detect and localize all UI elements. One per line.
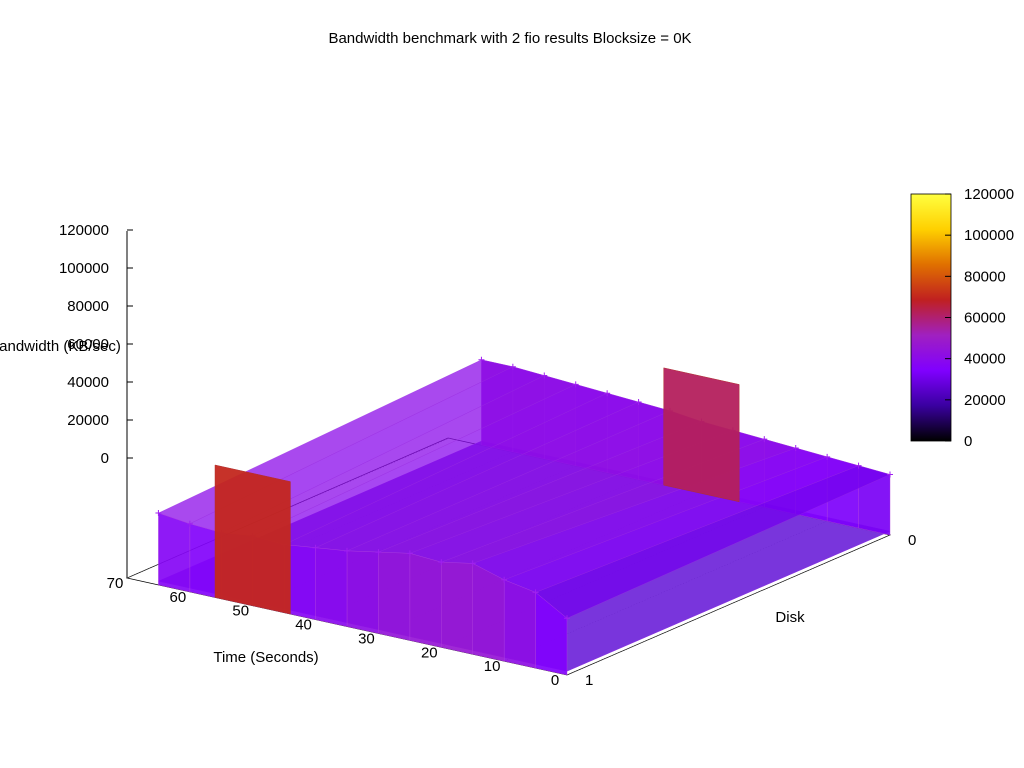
surface-wall-segment (346, 550, 379, 634)
surface-wall-segment (378, 551, 411, 641)
data-point-marker (792, 445, 799, 452)
data-point-marker (406, 550, 413, 557)
colorbar-tick-label: 80000 (964, 268, 1006, 285)
x-tick-label: 60 (170, 589, 187, 606)
z-tick-label: 80000 (67, 298, 109, 315)
z-axis-ticks: 0 20000 40000 60000 80000 100000 120000 (59, 222, 133, 467)
surface-wall-segment (441, 561, 473, 655)
surface-peak (663, 367, 740, 503)
x-tick-label: 50 (232, 603, 249, 620)
z-tick-label: 60000 (67, 336, 109, 353)
x-axis-label: Time (Seconds) (213, 649, 318, 666)
data-point-marker (532, 589, 539, 596)
z-tick-label: 40000 (67, 374, 109, 391)
data-point-marker (501, 576, 508, 583)
data-point-marker (478, 356, 485, 363)
data-point-marker (761, 436, 768, 443)
x-tick-label: 70 (107, 575, 124, 592)
data-point-marker (438, 559, 445, 566)
x-tick-label: 40 (295, 617, 312, 634)
colorbar-ticks: 0 20000 40000 60000 80000 100000 120000 (945, 186, 1014, 450)
data-point-marker (155, 510, 162, 517)
data-point-marker (855, 462, 862, 469)
data-point-marker (469, 560, 476, 567)
data-point-marker (541, 372, 548, 379)
y-axis-label: Disk (775, 609, 805, 626)
colorbar-tick-label: 20000 (964, 392, 1006, 409)
z-tick-label: 120000 (59, 222, 109, 239)
y-tick-label: 0 (908, 532, 916, 549)
colorbar-gradient (910, 193, 952, 442)
data-point-marker (186, 520, 193, 527)
data-point-marker (824, 453, 831, 460)
colorbar-tick-label: 0 (964, 433, 972, 450)
z-axis-label: Bandwidth (KB/sec) (0, 338, 121, 355)
data-point-marker (572, 381, 579, 388)
colorbar-tick-label: 40000 (964, 351, 1006, 368)
colorbar-tick-label: 60000 (964, 310, 1006, 327)
surface-wall-segment (503, 579, 536, 669)
surface-plot (155, 356, 893, 676)
surface-wall-segment (409, 553, 442, 648)
x-axis-ticks: 0 10 20 30 40 50 60 70 (107, 575, 560, 689)
z-tick-label: 100000 (59, 260, 109, 277)
colorbar-tick-label: 100000 (964, 227, 1014, 244)
surface-peak (214, 464, 291, 615)
y-tick-label: 1 (585, 672, 593, 689)
data-point-marker (887, 471, 893, 478)
data-point-marker (604, 390, 611, 397)
colorbar-tick-label: 120000 (964, 186, 1014, 203)
data-point-marker (375, 549, 382, 556)
data-point-marker (312, 544, 319, 551)
chart-title: Bandwidth benchmark with 2 fio results B… (328, 30, 691, 47)
z-axis: 0 20000 40000 60000 80000 100000 120000 Bandwi… (0, 222, 133, 578)
data-point-marker (564, 615, 570, 622)
data-point-marker (509, 363, 516, 370)
surface-wall-segment (158, 512, 191, 593)
x-tick-label: 10 (484, 658, 501, 675)
x-tick-label: 30 (358, 630, 375, 647)
data-point-marker (635, 399, 642, 406)
z-tick-label: 0 (101, 450, 109, 467)
data-point-marker (344, 547, 350, 554)
y-axis-ticks: 01 (585, 532, 916, 689)
x-tick-label: 20 (421, 644, 438, 661)
x-tick-label: 0 (551, 672, 559, 689)
surface-wall-segment (315, 547, 348, 627)
colorbar: 0 20000 40000 60000 80000 100000 120000 (910, 186, 1014, 450)
z-tick-label: 20000 (67, 412, 109, 429)
surface-wall-segment (472, 563, 505, 662)
